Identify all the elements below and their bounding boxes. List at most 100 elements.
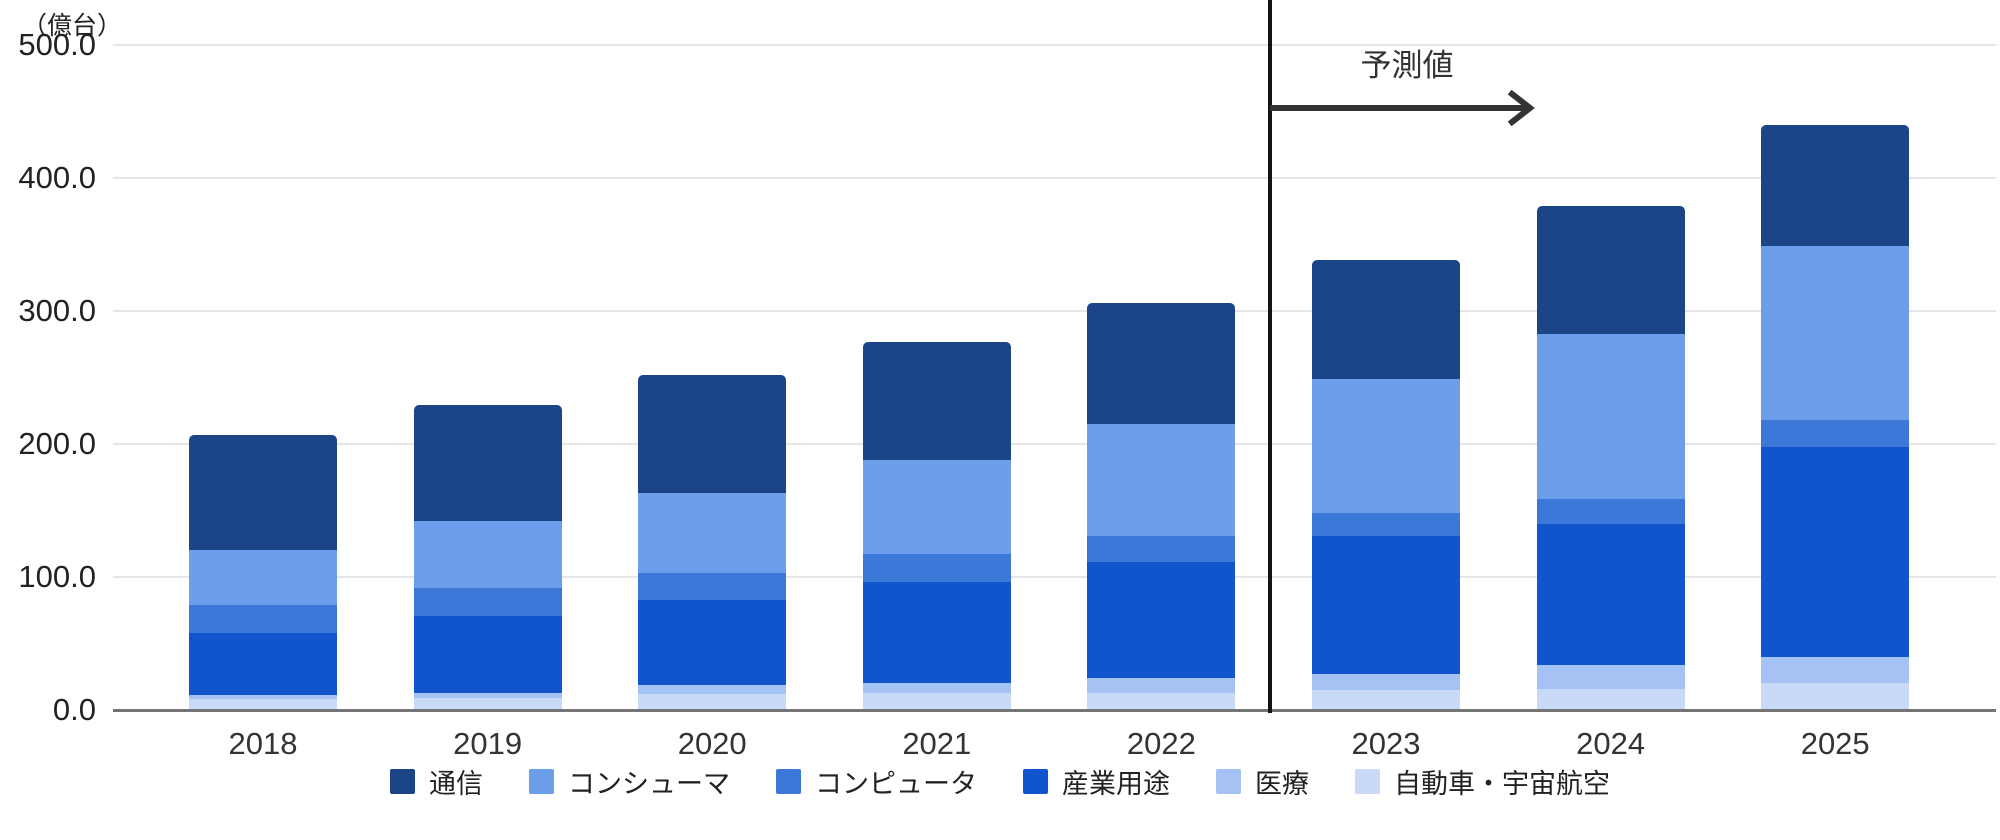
bar-segment-コンピュータ-2018	[189, 604, 337, 633]
bar-segment-コンピュータ-2025	[1761, 420, 1910, 447]
legend-swatch-icon	[1216, 769, 1241, 794]
forecast-label: 予測値	[1360, 48, 1454, 83]
bar-segment-医療-2019	[413, 692, 562, 698]
bar-segment-自動車・宇宙航空-2020	[638, 693, 787, 710]
y-tick-label: 400.0	[18, 160, 96, 195]
bar-segment-自動車・宇宙航空-2025	[1761, 683, 1910, 710]
legend-label: 自動車・宇宙航空	[1394, 769, 1610, 799]
legend-label: 医療	[1255, 769, 1309, 799]
bar-segment-医療-2024	[1536, 664, 1685, 689]
legend-label: 通信	[429, 769, 483, 799]
bar-column-2023	[1312, 260, 1460, 710]
bar-segment-産業用途-2020	[638, 599, 787, 685]
bar-segment-自動車・宇宙航空-2024	[1536, 688, 1685, 710]
legend-swatch-icon	[776, 769, 801, 794]
bar-segment-産業用途-2025	[1761, 446, 1910, 657]
bar-segment-通信-2021	[862, 341, 1011, 460]
bar-segment-コンピュータ-2020	[638, 572, 787, 600]
x-axis-label-2024: 2024	[1576, 726, 1646, 761]
legend-item-医療: 医療	[1216, 762, 1309, 801]
bar-column-2020	[638, 374, 787, 710]
bar-segment-コンシューマ-2023	[1312, 378, 1460, 514]
bar-segment-医療-2025	[1761, 656, 1910, 684]
bar-column-2018	[189, 434, 337, 710]
bar-segment-自動車・宇宙航空-2021	[862, 692, 1011, 710]
bar-segment-自動車・宇宙航空-2022	[1087, 692, 1236, 710]
bar-segment-産業用途-2019	[413, 615, 562, 693]
legend-swatch-icon	[1023, 769, 1048, 794]
bar-segment-医療-2023	[1312, 674, 1460, 691]
bar-segment-コンシューマ-2025	[1761, 245, 1910, 421]
bar-segment-自動車・宇宙航空-2019	[413, 697, 562, 710]
bar-segment-通信-2018	[189, 434, 337, 551]
bar-column-2024	[1536, 205, 1685, 710]
bar-segment-コンピュータ-2022	[1087, 535, 1236, 563]
bar-segment-医療-2021	[862, 683, 1011, 693]
bar-segment-コンシューマ-2020	[638, 493, 787, 573]
bar-segment-コンピュータ-2021	[862, 554, 1011, 583]
x-axis-label-2023: 2023	[1351, 726, 1421, 761]
y-tick-label: 100.0	[18, 559, 96, 594]
legend-swatch-icon	[390, 769, 415, 794]
bar-segment-通信-2019	[413, 405, 562, 522]
bar-segment-通信-2024	[1536, 205, 1685, 334]
x-axis-baseline	[113, 708, 1996, 712]
forecast-divider-line	[1268, 0, 1272, 713]
gridline	[113, 177, 1996, 179]
legend-label: コンピュータ	[815, 769, 977, 799]
y-tick-label: 200.0	[18, 426, 96, 461]
legend: 通信 コンシューマ コンピュータ 産業用途 医療 自動車・宇宙航空	[0, 762, 2000, 801]
x-axis-label-2025: 2025	[1800, 726, 1870, 761]
bar-segment-通信-2022	[1087, 303, 1236, 425]
x-axis-label-2020: 2020	[677, 726, 747, 761]
gridline	[113, 44, 1996, 46]
x-axis-label-2019: 2019	[453, 726, 523, 761]
bar-segment-自動車・宇宙航空-2018	[189, 699, 337, 710]
legend-label: コンシューマ	[568, 769, 730, 799]
gridline	[113, 576, 1996, 578]
legend-item-通信: 通信	[390, 762, 483, 801]
legend-item-産業用途: 産業用途	[1023, 762, 1170, 801]
bar-segment-コンピュータ-2024	[1536, 498, 1685, 524]
bar-segment-コンシューマ-2022	[1087, 424, 1236, 536]
bar-segment-通信-2025	[1761, 124, 1910, 246]
bar-segment-通信-2020	[638, 374, 787, 494]
x-axis-label-2018: 2018	[228, 726, 298, 761]
legend-label: 産業用途	[1062, 769, 1170, 799]
bar-segment-産業用途-2024	[1536, 523, 1685, 665]
y-tick-label: 300.0	[18, 293, 96, 328]
x-axis-label-2021: 2021	[902, 726, 972, 761]
legend-item-コンピュータ: コンピュータ	[776, 762, 977, 801]
legend-item-コンシューマ: コンシューマ	[529, 762, 730, 801]
legend-swatch-icon	[529, 769, 554, 794]
bar-column-2019	[413, 405, 562, 710]
bar-segment-産業用途-2021	[862, 582, 1011, 684]
y-axis-unit-label: （億台）	[22, 12, 123, 40]
bar-segment-コンピュータ-2023	[1312, 513, 1460, 536]
bar-segment-産業用途-2023	[1312, 535, 1460, 675]
legend-swatch-icon	[1355, 769, 1380, 794]
bar-segment-コンピュータ-2019	[413, 587, 562, 616]
legend-item-自動車・宇宙航空: 自動車・宇宙航空	[1355, 762, 1610, 801]
bar-segment-コンシューマ-2021	[862, 459, 1011, 555]
gridline	[113, 443, 1996, 445]
gridline	[113, 310, 1996, 312]
bar-segment-コンシューマ-2019	[413, 521, 562, 588]
bar-segment-自動車・宇宙航空-2023	[1312, 690, 1460, 710]
bar-column-2025	[1761, 124, 1910, 710]
bar-column-2021	[862, 341, 1011, 710]
bar-column-2022	[1087, 303, 1236, 710]
bar-segment-産業用途-2022	[1087, 562, 1236, 679]
bar-segment-コンシューマ-2024	[1536, 333, 1685, 499]
bar-segment-通信-2023	[1312, 260, 1460, 379]
bar-segment-医療-2022	[1087, 678, 1236, 693]
forecast-arrow-icon	[1270, 90, 1535, 126]
y-tick-label: 0.0	[52, 692, 96, 727]
bar-segment-医療-2018	[189, 695, 337, 700]
bar-segment-医療-2020	[638, 684, 787, 694]
bar-segment-産業用途-2018	[189, 632, 337, 696]
y-tick-label: 500.0	[18, 27, 96, 62]
bar-segment-コンシューマ-2018	[189, 550, 337, 605]
